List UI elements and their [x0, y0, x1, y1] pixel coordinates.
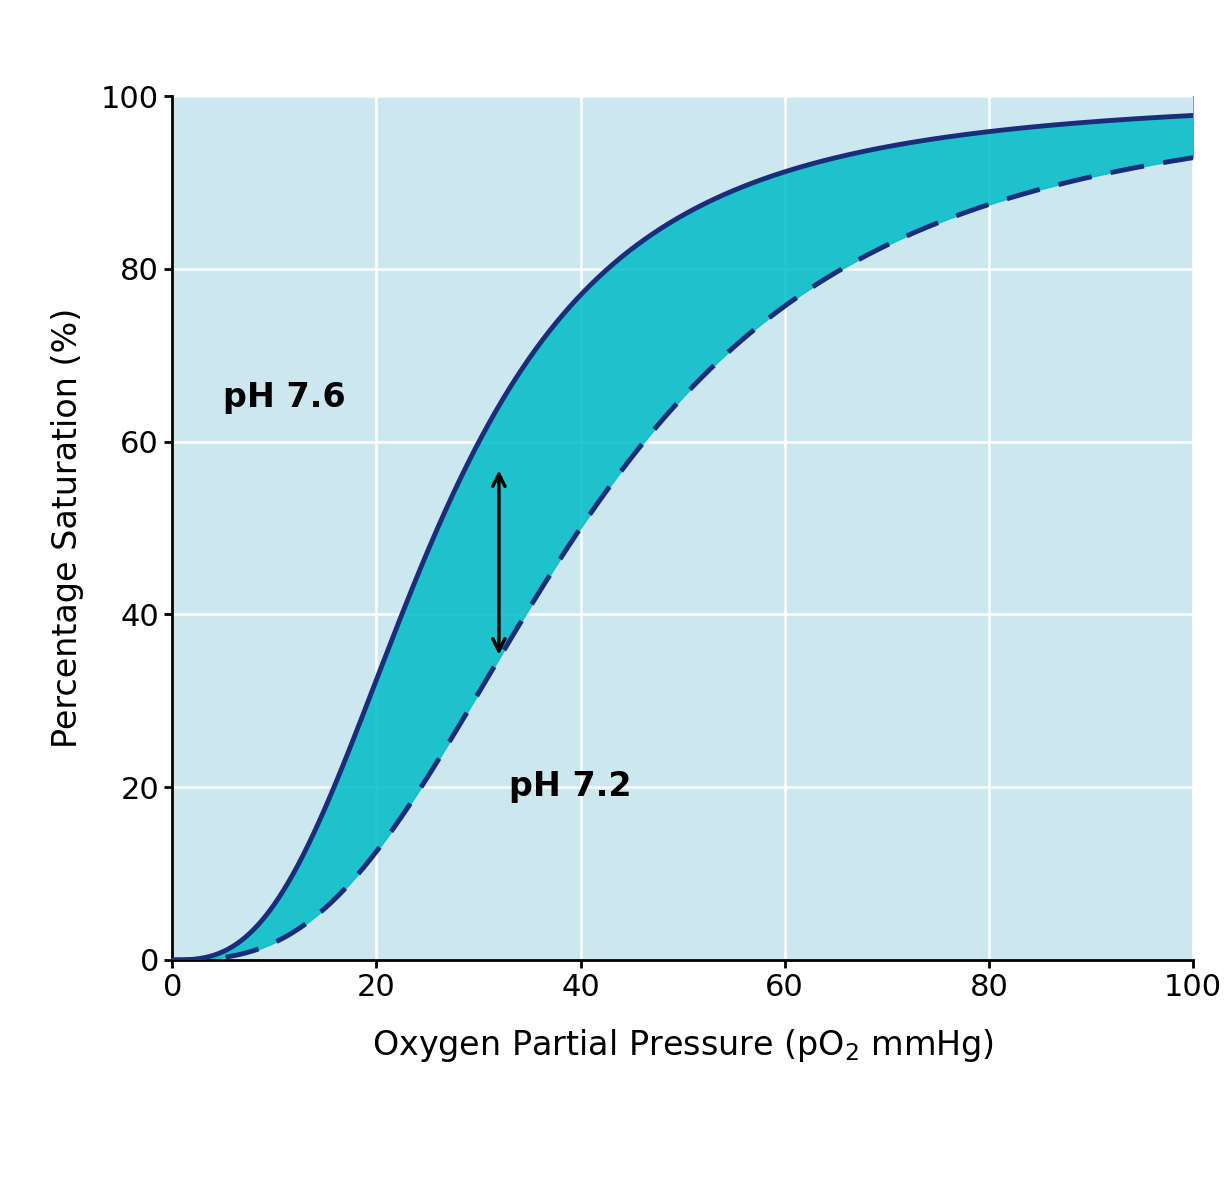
Y-axis label: Percentage Saturation (%): Percentage Saturation (%): [52, 308, 84, 748]
Text: pH 7.6: pH 7.6: [224, 382, 346, 414]
Text: pH 7.2: pH 7.2: [509, 770, 631, 803]
X-axis label: Oxygen Partial Pressure (pO$_2$ mmHg): Oxygen Partial Pressure (pO$_2$ mmHg): [371, 1027, 994, 1064]
